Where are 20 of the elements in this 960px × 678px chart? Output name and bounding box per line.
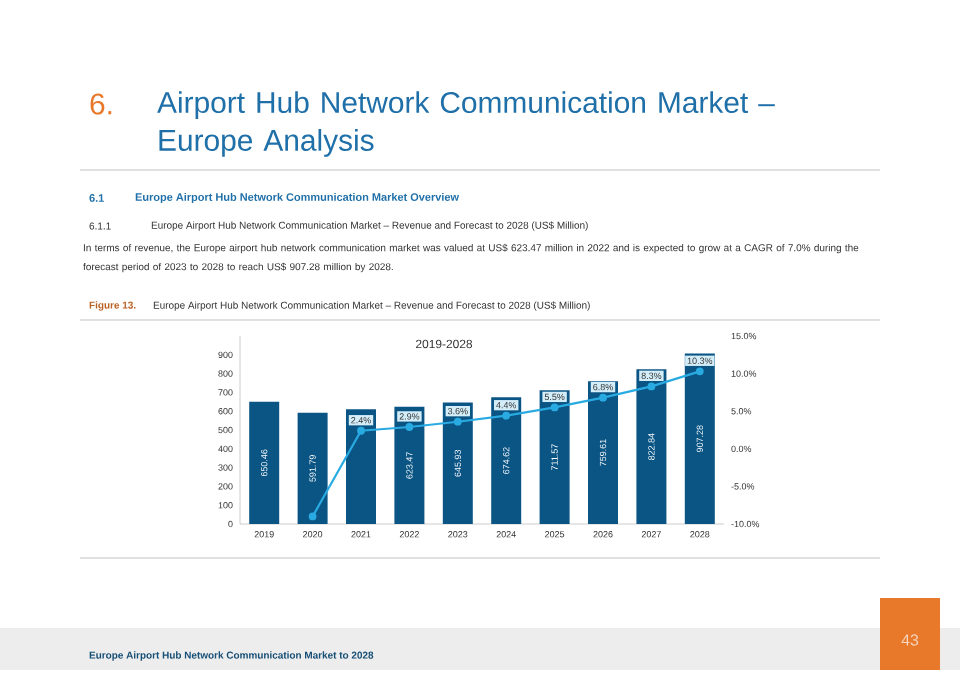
bar (539, 390, 570, 524)
bar (442, 402, 473, 524)
bar (588, 381, 618, 524)
bar (297, 412, 328, 524)
point (647, 382, 656, 391)
bar (491, 397, 522, 524)
text: 6. (90, 93, 112, 115)
point (502, 411, 511, 420)
bar (346, 409, 376, 524)
text: Airport Hub Network Communication Market – Europe Analysis (157, 91, 775, 157)
point (453, 417, 462, 426)
point (357, 426, 365, 435)
point (308, 512, 317, 521)
point (695, 367, 704, 376)
bar (684, 353, 715, 524)
point (599, 393, 607, 402)
point (405, 423, 414, 431)
bar (636, 369, 667, 524)
bar (249, 401, 280, 524)
point (550, 403, 559, 412)
